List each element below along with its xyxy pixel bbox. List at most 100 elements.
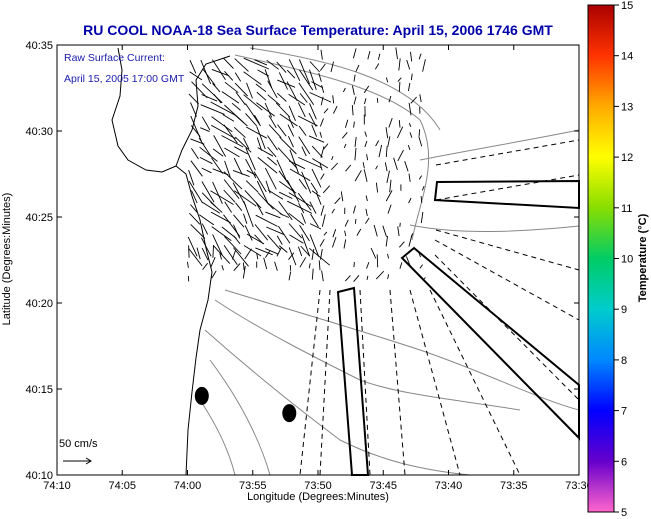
- current-vector: [223, 244, 238, 265]
- current-vector: [190, 125, 201, 137]
- current-vector: [278, 201, 293, 221]
- current-vector: [308, 112, 317, 127]
- current-vector: [351, 85, 355, 95]
- depth-contour: [209, 359, 271, 476]
- track-line: [389, 289, 406, 476]
- current-vector: [275, 102, 291, 118]
- current-vector: [233, 235, 241, 245]
- site-marker: [194, 386, 209, 405]
- current-vector: [213, 135, 226, 157]
- current-vector: [309, 234, 320, 257]
- current-vector: [189, 212, 201, 225]
- current-vector: [277, 79, 296, 88]
- current-vector: [242, 265, 246, 279]
- current-vector: [186, 261, 189, 268]
- x-tick-label: 73:50: [304, 480, 332, 492]
- current-vector: [332, 229, 337, 238]
- current-vector: [287, 200, 313, 214]
- current-vector: [266, 226, 285, 236]
- current-vector: [289, 168, 311, 182]
- colorbar-tick-label: 12: [621, 152, 633, 164]
- current-vector: [235, 91, 246, 106]
- site-markers: [194, 386, 297, 423]
- current-vector: [234, 58, 249, 72]
- current-vector: [243, 213, 248, 224]
- current-vector: [254, 224, 269, 241]
- current-vector: [200, 59, 212, 85]
- current-vector: [267, 135, 278, 151]
- current-vector: [245, 103, 261, 127]
- current-vector: [256, 137, 263, 151]
- current-vector: [309, 103, 317, 120]
- current-vector: [410, 51, 413, 62]
- current-vector: [286, 81, 298, 102]
- current-vector: [404, 161, 409, 172]
- current-vector: [341, 132, 348, 139]
- current-vector: [318, 260, 321, 271]
- current-vector: [385, 77, 389, 83]
- current-vector: [375, 140, 380, 147]
- current-vector: [288, 59, 301, 81]
- current-vector: [199, 146, 218, 162]
- current-vector: [375, 165, 378, 170]
- current-vector: [264, 102, 273, 118]
- current-vector: [242, 137, 250, 150]
- current-vector: [254, 59, 268, 66]
- current-vector: [221, 91, 240, 104]
- current-vector: [288, 93, 306, 106]
- current-vector: [363, 98, 367, 105]
- current-vector: [202, 68, 216, 86]
- current-vector: [378, 144, 383, 158]
- colorbar-tick-label: 7: [621, 406, 627, 418]
- x-tick-label: 74:00: [174, 480, 202, 492]
- current-vector: [224, 70, 234, 81]
- current-vector: [297, 115, 318, 127]
- current-vector: [301, 171, 312, 194]
- current-vector: [320, 173, 325, 180]
- current-vector: [387, 274, 390, 280]
- colorbar-ticks: 15 14 13 12 11 10 9 8 7 6 5: [614, 0, 633, 519]
- current-vector: [210, 201, 223, 213]
- current-vector: [199, 214, 215, 226]
- current-vector: [190, 102, 197, 117]
- current-vector: [278, 72, 289, 90]
- current-vector: [321, 270, 324, 282]
- current-vector: [233, 126, 246, 138]
- current-vector: [210, 257, 216, 268]
- current-vector: [420, 211, 424, 224]
- chart-title: RU COOL NOAA-18 Sea Surface Temperature:…: [83, 22, 553, 38]
- current-vector: [393, 157, 398, 171]
- y-tick-label: 40:25: [25, 212, 53, 224]
- current-vector: [298, 82, 315, 106]
- current-vector: [332, 105, 338, 114]
- current-vector: [190, 204, 198, 213]
- current-vector: [267, 156, 278, 166]
- current-vector: [354, 147, 357, 161]
- current-vector: [387, 253, 390, 259]
- current-vector: [288, 105, 296, 121]
- current-vector: [320, 248, 323, 260]
- current-vector: [388, 95, 392, 103]
- current-vector: [373, 224, 378, 237]
- current-vector: [255, 214, 278, 227]
- scale-label: 50 cm/s: [59, 438, 98, 450]
- current-vector: [198, 137, 212, 157]
- current-vector: [408, 173, 411, 182]
- current-vector: [397, 77, 402, 82]
- current-vector: [267, 94, 281, 106]
- current-vector: [244, 190, 262, 209]
- current-vector: [419, 264, 423, 269]
- current-vector: [382, 225, 387, 238]
- track-line: [434, 254, 580, 401]
- current-vector: [231, 249, 237, 260]
- current-vector: [276, 235, 283, 245]
- current-vector: [234, 72, 242, 82]
- current-vector: [323, 231, 328, 236]
- current-vector: [190, 224, 206, 239]
- current-vector: [267, 189, 284, 200]
- current-vector: [398, 120, 401, 128]
- current-vector: [190, 115, 202, 142]
- colorbar-tick-label: 10: [621, 254, 633, 266]
- current-vector: [407, 144, 411, 151]
- current-vector: [233, 224, 241, 239]
